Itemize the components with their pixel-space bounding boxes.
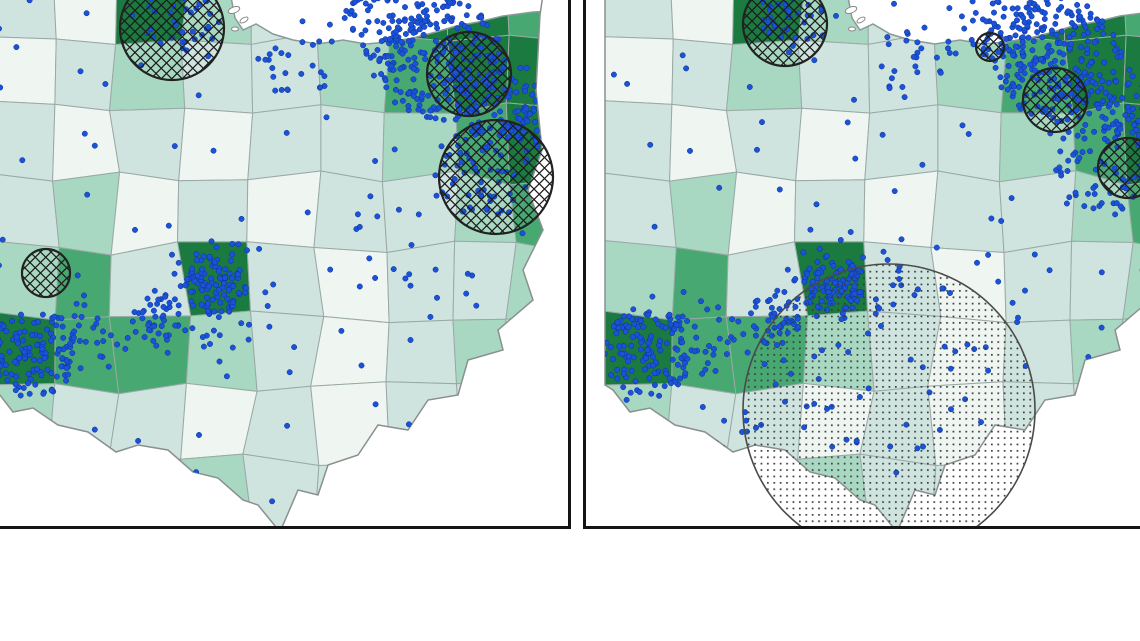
map-panel-right: [583, 0, 1140, 529]
ohio-map-right: [604, 0, 1140, 526]
legend: Number of COVID Cases 200 - 815 100 - 19…: [0, 529, 1140, 641]
map-panel-left: [0, 0, 571, 529]
ohio-map-left: [0, 0, 555, 526]
